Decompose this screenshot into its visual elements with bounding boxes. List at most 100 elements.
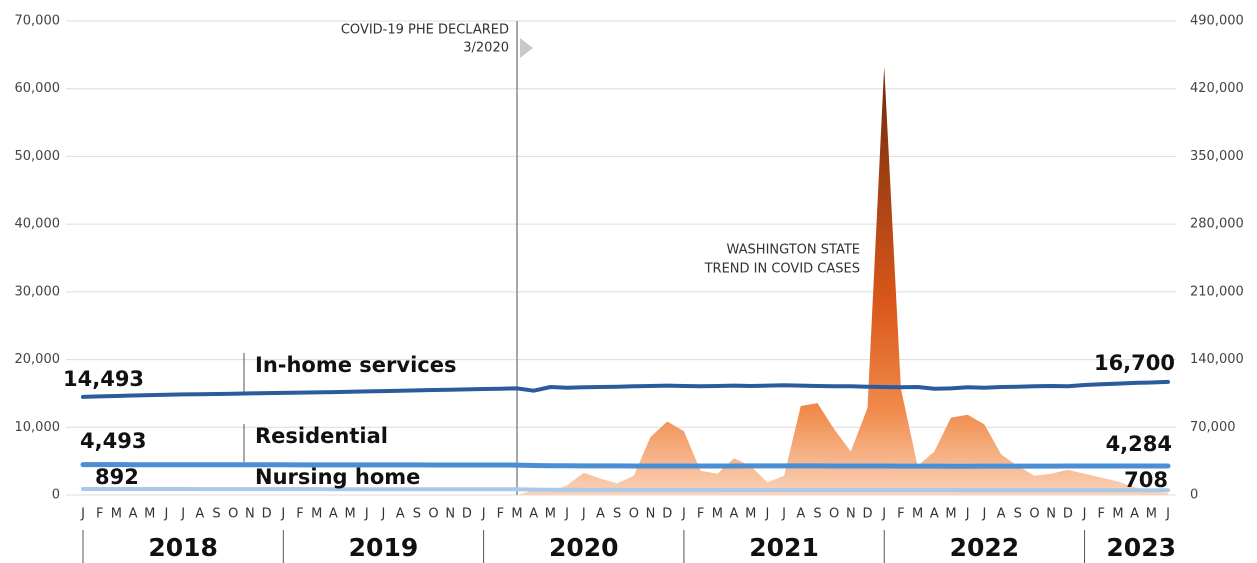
- series-line: [81, 487, 1170, 493]
- x-tick-label: J: [881, 507, 886, 522]
- x-tick-label: J: [764, 507, 769, 522]
- y-tick-label: 30,000: [15, 284, 61, 299]
- x-tick-label: J: [981, 507, 986, 522]
- x-tick-label: M: [545, 507, 556, 522]
- x-tick-label: D: [863, 507, 873, 522]
- x-tick-label: D: [462, 507, 472, 522]
- x-tick-label: N: [646, 507, 656, 522]
- x-tick-label: F: [497, 507, 504, 522]
- y-tick-label: 40,000: [15, 217, 61, 232]
- y2-tick-label: 280,000: [1190, 217, 1244, 232]
- x-tick-label: M: [311, 507, 322, 522]
- x-tick-label: J: [965, 507, 970, 522]
- y-tick-label: 10,000: [15, 420, 61, 435]
- value-label: 708: [1124, 468, 1168, 492]
- x-tick-label: A: [396, 507, 405, 522]
- x-tick-label: F: [1097, 507, 1104, 522]
- y-tick-label: 20,000: [15, 352, 61, 367]
- x-tick-label: A: [329, 507, 338, 522]
- value-label: 892: [95, 465, 139, 489]
- x-tick-label: J: [781, 507, 786, 522]
- y-tick-label: 60,000: [15, 81, 61, 96]
- series-line: [80, 462, 1171, 469]
- series-label: Residential: [255, 424, 388, 448]
- x-tick-label: O: [829, 507, 839, 522]
- x-tick-label: M: [344, 507, 355, 522]
- x-tick-label: M: [1146, 507, 1157, 522]
- x-tick-label: J: [381, 507, 386, 522]
- x-tick-label: J: [364, 507, 369, 522]
- year-label: 2021: [749, 533, 819, 562]
- x-tick-label: M: [912, 507, 923, 522]
- x-tick-label: J: [681, 507, 686, 522]
- series-label: In-home services: [255, 353, 456, 377]
- x-tick-label: F: [697, 507, 704, 522]
- year-label: 2020: [549, 533, 619, 562]
- x-tick-label: M: [1112, 507, 1123, 522]
- phe-arrow: [520, 38, 533, 58]
- x-tick-label: S: [1014, 507, 1022, 522]
- x-tick-label: N: [1046, 507, 1056, 522]
- y2-tick-label: 350,000: [1190, 149, 1244, 164]
- x-tick-label: A: [529, 507, 538, 522]
- x-tick-label: J: [581, 507, 586, 522]
- x-tick-label: J: [280, 507, 285, 522]
- covid-area: [517, 66, 1168, 495]
- x-tick-label: J: [180, 507, 185, 522]
- year-label: 2018: [148, 533, 218, 562]
- x-tick-label: O: [629, 507, 639, 522]
- value-label: 14,493: [63, 367, 144, 391]
- x-tick-label: M: [745, 507, 756, 522]
- x-tick-label: D: [662, 507, 672, 522]
- value-label: 4,493: [80, 429, 146, 453]
- x-tick-label: S: [613, 507, 621, 522]
- y2-tick-label: 490,000: [1190, 14, 1244, 29]
- x-tick-label: M: [111, 507, 122, 522]
- year-label: 2022: [950, 533, 1020, 562]
- x-tick-label: M: [712, 507, 723, 522]
- y-tick-label: 70,000: [15, 14, 61, 29]
- annotation: WASHINGTON STATE: [727, 243, 861, 258]
- x-tick-label: M: [144, 507, 155, 522]
- y-tick-label: 50,000: [15, 149, 61, 164]
- x-tick-label: M: [945, 507, 956, 522]
- year-label: 2023: [1106, 533, 1176, 562]
- x-tick-label: F: [897, 507, 904, 522]
- annotation: TREND IN COVID CASES: [704, 262, 860, 277]
- x-tick-label: A: [930, 507, 939, 522]
- annotation: 3/2020: [463, 41, 509, 56]
- y2-tick-label: 420,000: [1190, 81, 1244, 96]
- x-tick-label: J: [80, 507, 85, 522]
- x-tick-label: J: [1165, 507, 1170, 522]
- x-tick-label: F: [296, 507, 303, 522]
- x-tick-label: A: [596, 507, 605, 522]
- x-tick-label: F: [96, 507, 103, 522]
- x-tick-label: D: [262, 507, 272, 522]
- x-tick-label: D: [1063, 507, 1073, 522]
- y2-tick-label: 70,000: [1190, 420, 1236, 435]
- x-tick-label: J: [564, 507, 569, 522]
- x-tick-label: N: [245, 507, 255, 522]
- value-label: 16,700: [1094, 351, 1175, 375]
- x-tick-label: A: [1130, 507, 1139, 522]
- x-tick-label: A: [129, 507, 138, 522]
- x-tick-label: A: [730, 507, 739, 522]
- x-tick-label: S: [212, 507, 220, 522]
- y2-tick-label: 210,000: [1190, 284, 1244, 299]
- x-tick-label: N: [445, 507, 455, 522]
- series-line: [81, 379, 1170, 399]
- x-tick-label: S: [413, 507, 421, 522]
- y-tick-label: 0: [52, 488, 60, 503]
- x-tick-label: J: [481, 507, 486, 522]
- year-label: 2019: [349, 533, 419, 562]
- series-label: Nursing home: [255, 465, 420, 489]
- value-label: 4,284: [1106, 432, 1172, 456]
- x-tick-label: J: [1082, 507, 1087, 522]
- y2-tick-label: 0: [1190, 488, 1198, 503]
- annotation: COVID-19 PHE DECLARED: [341, 23, 509, 38]
- x-tick-label: O: [428, 507, 438, 522]
- x-tick-label: M: [511, 507, 522, 522]
- x-tick-label: S: [813, 507, 821, 522]
- x-tick-label: O: [228, 507, 238, 522]
